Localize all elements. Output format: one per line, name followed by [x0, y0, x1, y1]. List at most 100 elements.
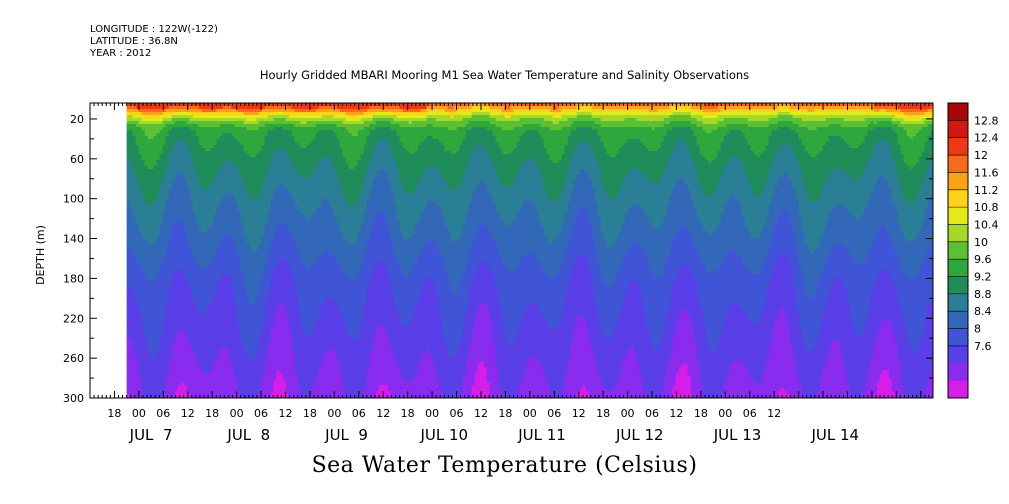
temperature-cell [210, 217, 215, 221]
temperature-cell [174, 229, 179, 233]
temperature-cell [135, 130, 140, 134]
temperature-cell [162, 208, 167, 212]
temperature-cell [180, 364, 185, 368]
temperature-cell [165, 271, 170, 275]
temperature-cell [210, 343, 215, 347]
temperature-cell [162, 277, 167, 281]
temperature-cell [135, 184, 140, 188]
temperature-cell [159, 337, 164, 341]
temperature-cell [162, 109, 167, 113]
temperature-cell [132, 235, 137, 239]
temperature-cell [150, 142, 155, 146]
temperature-cell [183, 187, 188, 191]
temperature-cell [186, 208, 191, 212]
temperature-cell [192, 163, 197, 167]
temperature-cell [201, 307, 206, 311]
temperature-cell [180, 388, 185, 392]
temperature-cell [144, 229, 149, 233]
temperature-cell [144, 268, 149, 272]
temperature-cell [213, 106, 218, 110]
temperature-cell [192, 133, 197, 137]
temperature-cell [213, 250, 218, 254]
temperature-cell [153, 106, 158, 110]
temperature-cell [132, 151, 137, 155]
temperature-cell [219, 349, 224, 353]
temperature-cell [216, 214, 221, 218]
temperature-cell [198, 346, 203, 350]
temperature-cell [192, 169, 197, 173]
temperature-cell [222, 295, 227, 299]
temperature-cell [138, 298, 143, 302]
temperature-cell [147, 295, 152, 299]
temperature-cell [132, 154, 137, 158]
temperature-cell [129, 358, 134, 362]
temperature-cell [174, 313, 179, 317]
temperature-cell [210, 361, 215, 365]
temperature-cell [186, 244, 191, 248]
temperature-cell [129, 184, 134, 188]
temperature-cell [186, 112, 191, 116]
temperature-cell [216, 232, 221, 236]
temperature-cell [222, 220, 227, 224]
temperature-cell [153, 127, 158, 131]
temperature-cell [207, 244, 212, 248]
temperature-cell [210, 307, 215, 311]
temperature-cell [225, 208, 230, 212]
temperature-cell [150, 337, 155, 341]
temperature-cell [156, 247, 161, 251]
temperature-cell [183, 292, 188, 296]
temperature-cell [168, 283, 173, 287]
temperature-cell [171, 364, 176, 368]
temperature-cell [165, 259, 170, 263]
temperature-cell [132, 355, 137, 359]
temperature-cell [198, 124, 203, 128]
temperature-cell [135, 178, 140, 182]
temperature-cell [159, 334, 164, 338]
temperature-cell [129, 145, 134, 149]
temperature-cell [174, 394, 179, 398]
temperature-cell [204, 208, 209, 212]
temperature-cell [129, 313, 134, 317]
temperature-cell [156, 262, 161, 266]
temperature-cell [174, 301, 179, 305]
temperature-cell [144, 271, 149, 275]
temperature-cell [210, 370, 215, 374]
temperature-cell [150, 190, 155, 194]
temperature-cell [198, 262, 203, 266]
temperature-cell [144, 355, 149, 359]
temperature-cell [168, 229, 173, 233]
temperature-cell [180, 136, 185, 140]
temperature-cell [219, 388, 224, 392]
temperature-cell [174, 241, 179, 245]
temperature-cell [222, 250, 227, 254]
temperature-cell [198, 313, 203, 317]
temperature-cell [192, 289, 197, 293]
temperature-cell [165, 316, 170, 320]
temperature-cell [126, 229, 131, 233]
temperature-cell [156, 322, 161, 326]
temperature-cell [156, 256, 161, 260]
temperature-cell [153, 235, 158, 239]
temperature-cell [156, 115, 161, 119]
temperature-cell [162, 247, 167, 251]
temperature-cell [189, 310, 194, 314]
temperature-cell [186, 277, 191, 281]
temperature-cell [180, 202, 185, 206]
temperature-cell [204, 289, 209, 293]
temperature-cell [135, 208, 140, 212]
temperature-cell [153, 199, 158, 203]
temperature-cell [204, 385, 209, 389]
temperature-cell [222, 325, 227, 329]
temperature-cell [219, 253, 224, 257]
temperature-cell [189, 124, 194, 128]
temperature-cell [204, 172, 209, 176]
temperature-cell [135, 301, 140, 305]
temperature-cell [141, 208, 146, 212]
temperature-cell [177, 223, 182, 227]
temperature-cell [213, 136, 218, 140]
temperature-cell [129, 202, 134, 206]
temperature-cell [195, 238, 200, 242]
temperature-cell [210, 325, 215, 329]
temperature-cell [138, 223, 143, 227]
temperature-cell [204, 373, 209, 377]
